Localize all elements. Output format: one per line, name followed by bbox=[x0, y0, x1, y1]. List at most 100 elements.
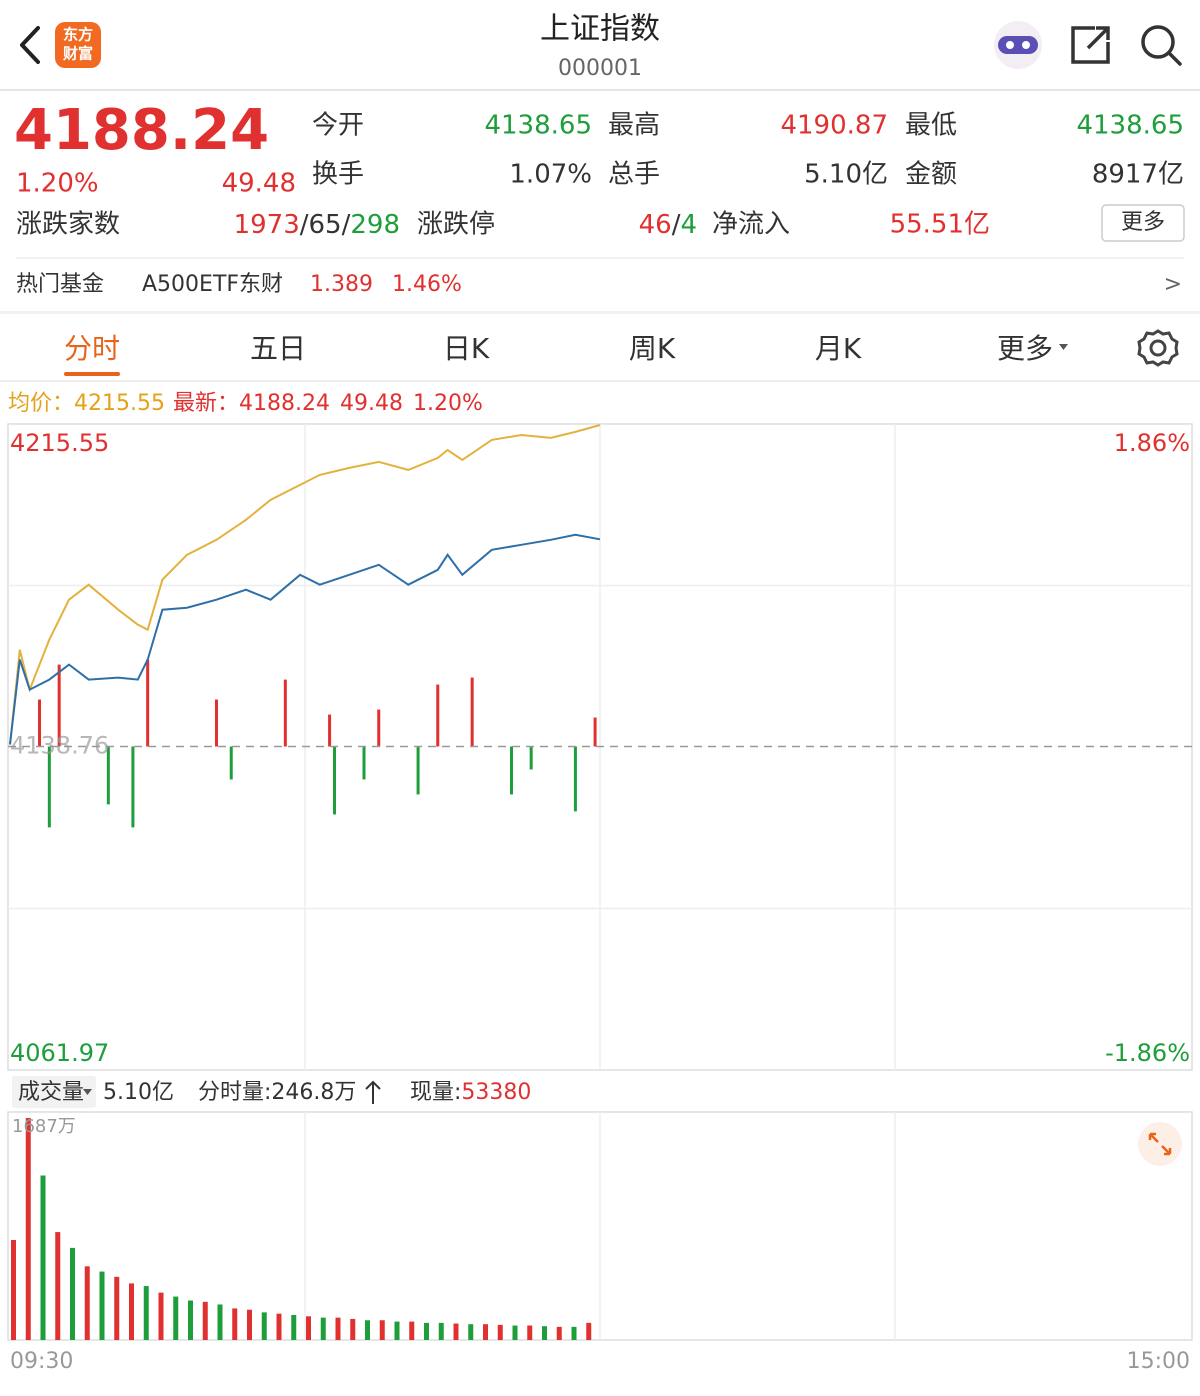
stat-value: 8917亿 bbox=[1092, 160, 1184, 190]
breadth-bar bbox=[131, 746, 135, 828]
limit-value: 46/4 bbox=[639, 210, 697, 240]
x-tick-label: 09:30 bbox=[10, 1349, 73, 1374]
stat-value: 4138.65 bbox=[1076, 111, 1184, 141]
app-logo bbox=[55, 22, 101, 68]
more-button-text[interactable]: 更多 bbox=[1121, 210, 1165, 235]
breadth-bar bbox=[529, 746, 533, 770]
tab[interactable]: 五日 bbox=[250, 332, 306, 365]
volume-bar bbox=[306, 1316, 311, 1340]
breadth-label: 涨跌家数 bbox=[16, 210, 120, 240]
volume-bar bbox=[394, 1321, 400, 1340]
stat-label: 最高 bbox=[608, 111, 660, 141]
tab[interactable]: 分时 bbox=[64, 332, 120, 365]
breadth-bar bbox=[57, 664, 61, 747]
more-button[interactable] bbox=[1101, 204, 1185, 242]
separator: / bbox=[672, 210, 681, 240]
y-tick-label: 4215.55 bbox=[10, 429, 109, 457]
breadth-bar bbox=[229, 746, 233, 780]
hot-fund-arrow[interactable]: > bbox=[1164, 272, 1182, 297]
dropdown-arrow[interactable] bbox=[1059, 344, 1068, 350]
last-value: 4188.24 bbox=[239, 391, 330, 416]
price-line bbox=[9, 533, 601, 745]
volume-bar bbox=[55, 1232, 61, 1340]
average-line bbox=[9, 424, 601, 745]
tab[interactable]: 更多 bbox=[997, 332, 1053, 365]
search-icon[interactable] bbox=[1141, 25, 1182, 66]
volume-bar bbox=[453, 1323, 459, 1340]
breadth-bar bbox=[47, 746, 51, 828]
volume-bar bbox=[247, 1309, 252, 1340]
dropdown-arrow[interactable] bbox=[83, 1089, 92, 1095]
avg-value: 4215.55 bbox=[74, 391, 165, 416]
volume-bar bbox=[188, 1300, 193, 1340]
volume-bar bbox=[556, 1326, 562, 1340]
breadth-bar bbox=[328, 714, 332, 747]
y2-tick-label: -1.86% bbox=[1105, 1039, 1190, 1067]
volume-bar bbox=[173, 1296, 179, 1340]
expand-button[interactable] bbox=[1138, 1122, 1182, 1166]
volume-bar bbox=[365, 1320, 370, 1340]
breadth-bar bbox=[573, 746, 577, 812]
stat-label: 总手 bbox=[608, 160, 660, 190]
netflow-label: 净流入 bbox=[712, 210, 790, 240]
logo-text: 东方 bbox=[63, 26, 93, 44]
volume-bar bbox=[232, 1308, 238, 1340]
volume-bar bbox=[114, 1276, 120, 1340]
volume-bar bbox=[350, 1318, 356, 1340]
last-percent: 1.20% bbox=[413, 391, 483, 416]
settings-icon[interactable] bbox=[1137, 329, 1179, 367]
volume-bar bbox=[291, 1314, 297, 1340]
current-volume-value: 53380 bbox=[461, 1080, 531, 1105]
breadth-bar bbox=[38, 699, 41, 747]
divider bbox=[0, 311, 1200, 314]
volume-selector-text[interactable]: 成交量 bbox=[18, 1080, 84, 1105]
change-amount: 49.48 bbox=[222, 169, 296, 199]
volume-bar bbox=[335, 1317, 341, 1340]
assistant-icon[interactable] bbox=[994, 21, 1042, 69]
volume-bar bbox=[483, 1324, 488, 1340]
volume-bar bbox=[261, 1312, 267, 1340]
x-tick-label: 15:00 bbox=[1127, 1349, 1190, 1374]
separator: / bbox=[342, 210, 351, 240]
share-icon[interactable] bbox=[1071, 26, 1110, 64]
breadth-flat: 65 bbox=[309, 210, 342, 240]
tab[interactable]: 日K bbox=[443, 332, 490, 365]
tab[interactable]: 月K bbox=[815, 332, 862, 365]
volume-bar bbox=[25, 1118, 31, 1340]
avg-label: 均价： bbox=[8, 391, 74, 416]
limit-up: 46 bbox=[639, 210, 672, 240]
volume-bar bbox=[468, 1324, 474, 1340]
volume-bar bbox=[527, 1325, 533, 1340]
legend: 均价：4215.55 最新：4188.24 49.48 1.20% bbox=[8, 391, 483, 416]
volume-bar bbox=[512, 1325, 518, 1340]
y-tick-label: 4138.76 bbox=[10, 732, 109, 760]
hot-fund-label: 热门基金 bbox=[16, 272, 104, 297]
netflow-value: 55.51亿 bbox=[890, 210, 990, 240]
volume-bar bbox=[70, 1247, 75, 1340]
last-label: 最新： bbox=[173, 391, 239, 416]
volume-bar bbox=[217, 1304, 223, 1340]
breadth-bar bbox=[416, 746, 420, 795]
breadth-bar bbox=[510, 746, 513, 795]
logo-text: 财富 bbox=[63, 45, 93, 63]
volume-bar bbox=[379, 1320, 385, 1340]
current-volume-label: 现量: bbox=[410, 1080, 461, 1105]
tab[interactable]: 周K bbox=[629, 332, 676, 365]
stats-grid: 今开 4138.65 最高 4190.87 最低 4138.65 换手 1.07% 总手 5.10… bbox=[312, 111, 1184, 190]
stat-value: 5.10亿 bbox=[804, 160, 888, 190]
breadth-bar bbox=[106, 746, 110, 805]
limit-down: 4 bbox=[680, 210, 697, 240]
volume-bar bbox=[276, 1313, 282, 1340]
volume-bar bbox=[320, 1317, 326, 1340]
volume-bar bbox=[202, 1301, 208, 1340]
hot-fund-name[interactable]: A500ETF东财 bbox=[142, 272, 283, 297]
volume-bar bbox=[84, 1266, 90, 1340]
back-button[interactable] bbox=[20, 26, 40, 64]
volume-selector[interactable] bbox=[12, 1076, 96, 1108]
breadth-bar bbox=[593, 717, 597, 747]
volume-bar bbox=[409, 1321, 415, 1340]
breadth-bar bbox=[333, 746, 336, 815]
volume-bar bbox=[497, 1324, 503, 1340]
